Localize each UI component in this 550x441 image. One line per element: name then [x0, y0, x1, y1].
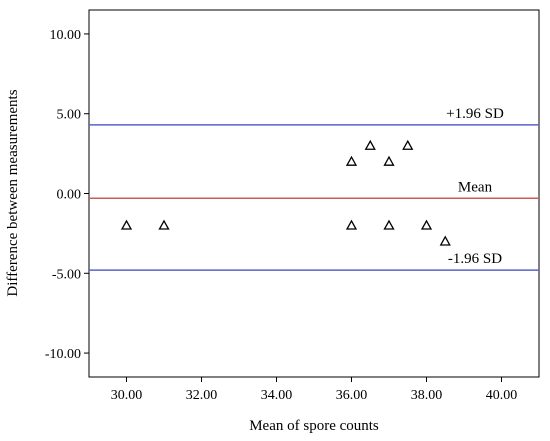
data-point: [383, 219, 395, 230]
y-axis-title: Difference between measurements: [5, 89, 21, 296]
mean-label: Mean: [458, 179, 493, 195]
x-tick-label: 40.00: [486, 388, 518, 403]
data-point: [383, 155, 395, 166]
y-tick-label: -10.00: [45, 347, 81, 362]
y-tick-label: 5.00: [57, 108, 82, 123]
data-point: [345, 219, 358, 230]
y-tick-label: -5.00: [52, 267, 81, 282]
data-point: [120, 219, 133, 230]
lower-limit-label: -1.96 SD: [448, 251, 502, 267]
x-tick-label: 36.00: [336, 388, 368, 403]
x-tick-label: 38.00: [411, 388, 443, 403]
x-axis-title: Mean of spore counts: [249, 418, 379, 434]
x-tick-label: 30.00: [111, 388, 143, 403]
plot-frame: [88, 9, 540, 378]
data-point: [364, 139, 376, 150]
x-tick-label: 32.00: [186, 388, 218, 403]
data-point: [345, 155, 358, 166]
x-tick-label: 34.00: [261, 388, 293, 403]
upper-limit-label: +1.96 SD: [446, 106, 504, 122]
y-tick-label: 10.00: [50, 28, 82, 43]
data-point: [439, 235, 451, 246]
y-tick-label: 0.00: [57, 188, 82, 203]
data-point: [420, 219, 433, 230]
data-point: [158, 219, 170, 230]
data-point: [402, 139, 414, 150]
